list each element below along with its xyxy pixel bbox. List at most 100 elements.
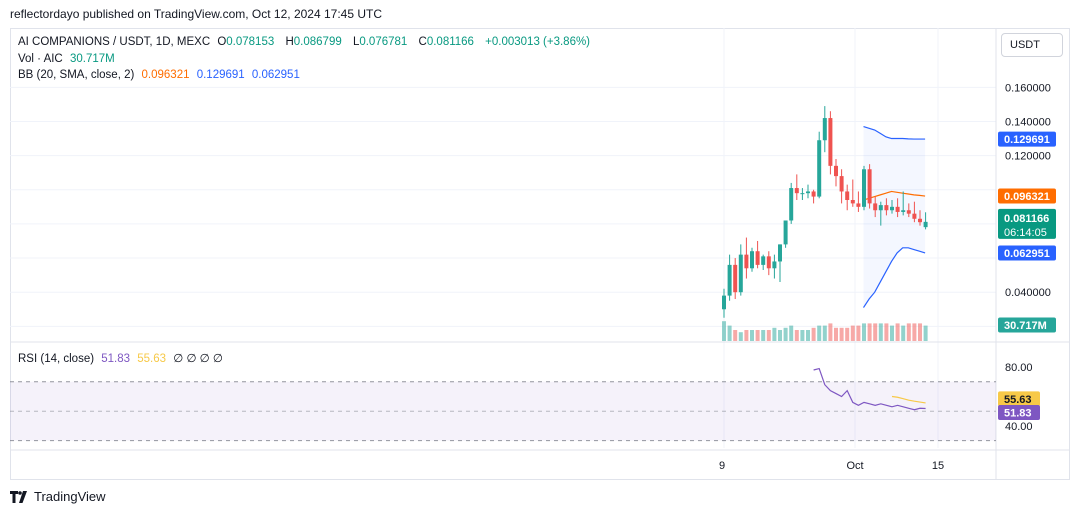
bb-label[interactable]: BB (20, SMA, close, 2) (18, 69, 135, 81)
tradingview-wordmark: TradingView (34, 489, 106, 504)
symbol-title[interactable]: AI COMPANIONS / USDT, 1D, MEXC (18, 36, 211, 48)
candle-body (845, 191, 850, 200)
volume-bar (923, 325, 928, 341)
close-label: C (418, 36, 427, 48)
candle-body (856, 203, 861, 207)
candle-body (878, 205, 883, 211)
volume-bar (918, 323, 922, 341)
volume-bar (856, 325, 861, 341)
svg-text:0.081166: 0.081166 (1004, 213, 1049, 225)
candle-body (744, 254, 749, 269)
volume-bar (738, 332, 743, 341)
volume-bar (733, 330, 738, 341)
rsi-ma-tag: 55.63 (998, 391, 1040, 407)
volume-bar (873, 323, 878, 341)
candle-body (839, 176, 844, 192)
volume-bar (822, 325, 827, 341)
last-price-tag: 0.081166 06:14:05 (998, 208, 1056, 239)
volume-bar (755, 330, 760, 341)
candle-body (862, 169, 866, 207)
ohlc-legend: AI COMPANIONS / USDT, 1D, MEXC O0.078153… (18, 36, 594, 48)
rsi-label[interactable]: RSI (14, close) (18, 353, 95, 365)
candle-body (722, 295, 726, 310)
volume-bar (744, 330, 749, 341)
volume-bar (884, 323, 889, 341)
high-label: H (285, 36, 294, 48)
candle-body (873, 203, 878, 211)
volume-bar (722, 321, 726, 341)
bb-basis-price-tag: 0.096321 (998, 188, 1056, 204)
candle-body (884, 205, 889, 211)
rsi-line (813, 367, 926, 411)
currency-unit-button[interactable]: USDT (1001, 33, 1063, 57)
price-tick-label: 0.120000 (1005, 151, 1051, 163)
candle-body (789, 188, 794, 221)
volume-bar (772, 327, 777, 341)
volume-bar (845, 327, 850, 341)
candle-body (766, 256, 771, 269)
rsi-tick-label: 80.00 (1005, 362, 1033, 374)
rsi-tick-label: 40.00 (1005, 421, 1033, 433)
svg-text:51.83: 51.83 (1004, 408, 1032, 420)
bb-band-fill (863, 126, 926, 308)
volume-bar (783, 327, 788, 341)
candle-body (834, 165, 838, 177)
tradingview-logo[interactable]: TradingView (10, 489, 106, 504)
candle-body (750, 251, 754, 269)
candle-body (923, 221, 928, 228)
rsi-ma-line (891, 395, 926, 404)
candle-body (850, 200, 855, 204)
volume-bar (834, 327, 838, 341)
rsi-value-tag: 51.83 (998, 405, 1040, 421)
volume-bar (806, 330, 810, 341)
candle-body (778, 244, 782, 262)
bb-upper-price-tag: 0.129691 (998, 131, 1056, 147)
volume-bar (766, 330, 771, 341)
svg-text:30.717M: 30.717M (1004, 320, 1047, 332)
volume-bar (878, 323, 883, 341)
candle-body (727, 264, 732, 296)
volume-bar (895, 323, 900, 341)
volume-bar (839, 327, 844, 341)
volume-price-tag: 30.717M (998, 317, 1056, 333)
candle-body (828, 118, 833, 166)
candle-body (738, 254, 743, 293)
bb-upper-value: 0.129691 (196, 69, 245, 81)
volume-bar (817, 325, 822, 341)
candle-body (912, 213, 917, 219)
rsi-extra-values: ∅ ∅ ∅ ∅ (173, 353, 223, 365)
high-value: 0.086799 (293, 36, 342, 48)
price-tick-label: 0.140000 (1005, 116, 1051, 128)
candle-body (761, 256, 766, 265)
chart-frame (10, 28, 1070, 480)
open-value: 0.078153 (226, 36, 275, 48)
volume-bar (789, 325, 794, 341)
candle-body (755, 251, 760, 265)
volume-label[interactable]: Vol · AIC (18, 53, 63, 65)
volume-bar (901, 325, 906, 341)
svg-text:55.63: 55.63 (1004, 394, 1032, 406)
candle-body (817, 140, 822, 197)
svg-text:06:14:05: 06:14:05 (1004, 227, 1047, 239)
time-tick-label: 9 (719, 460, 725, 472)
candle-body (822, 118, 827, 141)
candle-body (800, 193, 805, 195)
candle-body (918, 218, 922, 223)
bb-lower-price-tag: 0.062951 (998, 245, 1056, 261)
volume-bar (727, 325, 732, 341)
candle-body (794, 188, 799, 194)
open-label: O (217, 36, 227, 48)
svg-text:0.129691: 0.129691 (1004, 134, 1050, 146)
volume-value: 30.717M (69, 53, 115, 65)
bb-upper-line (863, 126, 926, 140)
time-tick-label: 15 (932, 460, 944, 472)
volume-bar (750, 330, 754, 341)
candle-body (867, 169, 872, 204)
candle-body (901, 210, 906, 212)
volume-bar (890, 325, 894, 341)
low-label: L (352, 36, 360, 48)
candle-body (895, 206, 900, 212)
volume-bar (761, 330, 766, 341)
volume-legend: Vol · AIC 30.717M (18, 53, 119, 65)
